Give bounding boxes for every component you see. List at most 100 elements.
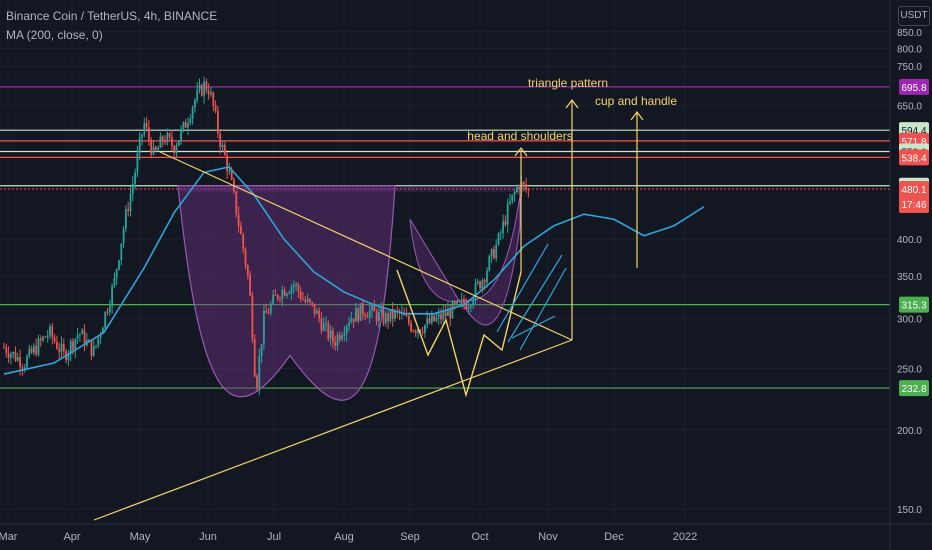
candle-body [122,228,125,244]
candle-body [104,311,107,328]
candle-body [313,303,316,314]
candle-body [281,289,284,299]
candle-body [382,309,385,324]
candle-body [131,183,134,194]
candle-body [329,330,332,339]
time-tick-Dec: Dec [604,531,624,543]
candle-body [46,335,49,338]
candle-body [182,122,185,130]
candle-body [315,310,318,314]
indicator-legend: MA (200, close, 0) [6,28,103,42]
annotation-2: cup and handle [595,94,677,108]
candle-body [134,172,136,184]
candle-body [325,322,327,324]
candle-body [173,145,176,154]
candle-body [440,313,442,320]
candle-body [196,89,199,101]
price-tick: 350.0 [897,272,922,283]
candle-body [230,170,233,180]
candle-body [352,318,355,322]
candle-body [513,192,516,195]
candle-body [258,356,261,389]
candle-body [525,184,527,190]
candle-body [37,338,40,355]
candle-body [76,335,79,339]
candle-body [166,133,169,143]
candle-body [175,145,178,154]
chart-grid [0,0,890,524]
candle-body [460,299,463,302]
trend-drawings[interactable] [93,99,644,521]
currency-button[interactable]: USDT [898,6,930,26]
level-badge-315.3 [899,296,929,313]
candle-body [21,367,24,369]
candle-body [108,306,111,313]
candle-body [152,146,155,155]
candle-body [212,92,215,106]
candle-body [26,356,28,368]
candle-body [364,314,366,317]
candle-body [417,329,419,333]
candle-body [267,313,270,315]
time-tick-Oct: Oct [471,531,488,543]
candle-body [74,338,77,350]
candle-body [412,330,415,332]
candle-body [506,203,509,225]
ma-200-line [3,166,705,375]
candle-body [145,123,148,128]
candle-body [102,327,104,334]
candle-body [56,341,58,349]
candle-body [28,348,31,357]
candle-body [180,129,182,141]
candle-body [288,292,291,294]
candle-body [97,337,100,346]
candle-body [435,317,438,321]
candle-body [143,123,146,135]
candle-body [240,225,242,234]
candle-body [242,233,245,250]
candle-body [299,291,302,300]
candle-body [120,243,123,261]
candle-body [472,299,475,306]
channel-line-1 [507,254,563,343]
candle-body [283,289,286,296]
candle-body [276,295,279,299]
candle-body [516,186,518,193]
candle-body [286,293,288,296]
candle-body [428,318,431,323]
candle-body [306,299,309,302]
triangle-lower-line [93,339,573,521]
candle-body [10,354,12,358]
time-tick-Jul: Jul [267,531,281,543]
candle-body [389,309,392,322]
candle-body [148,127,150,140]
candle-body [444,311,447,317]
candle-body [113,277,116,287]
candle-body [463,299,465,304]
candle-body [246,265,249,276]
candle-body [260,343,263,357]
candle-body [375,311,378,322]
candle-body [470,305,472,307]
candle-body [237,214,240,226]
candle-body [414,331,417,333]
candle-body [476,281,479,284]
pattern-annotations: head and shoulders triangle pattern cup an… [467,76,677,143]
candle-body [479,281,481,289]
candle-body [499,232,502,234]
candle-body [274,294,277,296]
candle-body [297,284,300,292]
level-badge-232.8 [899,380,929,397]
candle-body [253,339,256,377]
time-tick-2022: 2022 [673,531,697,543]
horizontal-levels[interactable] [0,86,890,389]
time-tick-Sep: Sep [400,531,420,543]
candle-body [51,326,54,338]
price-tick: 400.0 [897,235,922,246]
candle-body [3,347,5,349]
symbol-title: Binance Coin / TetherUS, 4h, BINANCE [6,9,218,23]
candle-body [290,286,293,293]
candle-body [405,315,408,317]
